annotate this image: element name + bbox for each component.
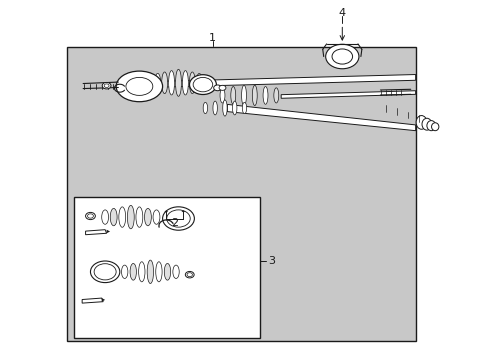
Bar — [74, 197, 260, 338]
Ellipse shape — [252, 85, 257, 105]
Ellipse shape — [85, 212, 95, 220]
Ellipse shape — [203, 102, 207, 114]
Ellipse shape — [127, 205, 134, 229]
Text: 2: 2 — [171, 218, 178, 228]
Ellipse shape — [164, 264, 170, 280]
Ellipse shape — [430, 123, 438, 131]
Polygon shape — [181, 210, 185, 212]
Text: 4: 4 — [338, 8, 345, 18]
Ellipse shape — [241, 85, 246, 105]
Ellipse shape — [196, 73, 202, 92]
Ellipse shape — [166, 210, 190, 227]
Ellipse shape — [102, 210, 108, 224]
Ellipse shape — [223, 100, 226, 116]
Ellipse shape — [119, 207, 125, 227]
Ellipse shape — [219, 85, 225, 90]
Polygon shape — [82, 298, 103, 303]
Ellipse shape — [415, 116, 426, 129]
Text: 3: 3 — [267, 256, 274, 266]
Ellipse shape — [153, 210, 160, 224]
Ellipse shape — [162, 72, 167, 94]
Ellipse shape — [421, 118, 431, 130]
Ellipse shape — [186, 273, 192, 277]
Ellipse shape — [104, 84, 109, 87]
Ellipse shape — [175, 69, 181, 96]
Ellipse shape — [102, 82, 111, 89]
Ellipse shape — [136, 207, 142, 227]
Ellipse shape — [94, 264, 116, 280]
Ellipse shape — [426, 121, 435, 131]
Ellipse shape — [242, 102, 246, 114]
Ellipse shape — [173, 265, 179, 279]
Ellipse shape — [325, 44, 358, 69]
Polygon shape — [146, 75, 415, 87]
Ellipse shape — [162, 207, 194, 230]
Ellipse shape — [331, 49, 352, 64]
Ellipse shape — [90, 261, 120, 283]
Ellipse shape — [213, 101, 217, 115]
Ellipse shape — [213, 85, 221, 91]
Ellipse shape — [189, 72, 195, 94]
Text: 1: 1 — [209, 33, 216, 43]
Polygon shape — [227, 104, 415, 131]
Ellipse shape — [168, 71, 174, 95]
Ellipse shape — [144, 208, 151, 226]
Bar — [67, 47, 415, 341]
Ellipse shape — [126, 77, 152, 95]
Ellipse shape — [87, 214, 93, 218]
Ellipse shape — [116, 71, 162, 102]
Polygon shape — [281, 91, 415, 98]
Ellipse shape — [121, 265, 128, 279]
Ellipse shape — [220, 88, 224, 103]
Ellipse shape — [130, 264, 136, 280]
Polygon shape — [85, 230, 106, 235]
Polygon shape — [106, 230, 110, 233]
Polygon shape — [102, 298, 105, 302]
Ellipse shape — [230, 86, 235, 104]
Ellipse shape — [263, 86, 267, 104]
Ellipse shape — [189, 75, 216, 94]
Ellipse shape — [232, 101, 236, 115]
Ellipse shape — [182, 71, 188, 95]
Polygon shape — [164, 210, 168, 212]
Ellipse shape — [110, 208, 117, 226]
Ellipse shape — [155, 262, 162, 282]
Ellipse shape — [273, 88, 278, 103]
Ellipse shape — [185, 271, 194, 278]
Ellipse shape — [154, 73, 160, 92]
Ellipse shape — [138, 262, 144, 282]
Ellipse shape — [193, 77, 212, 92]
Ellipse shape — [147, 260, 153, 284]
